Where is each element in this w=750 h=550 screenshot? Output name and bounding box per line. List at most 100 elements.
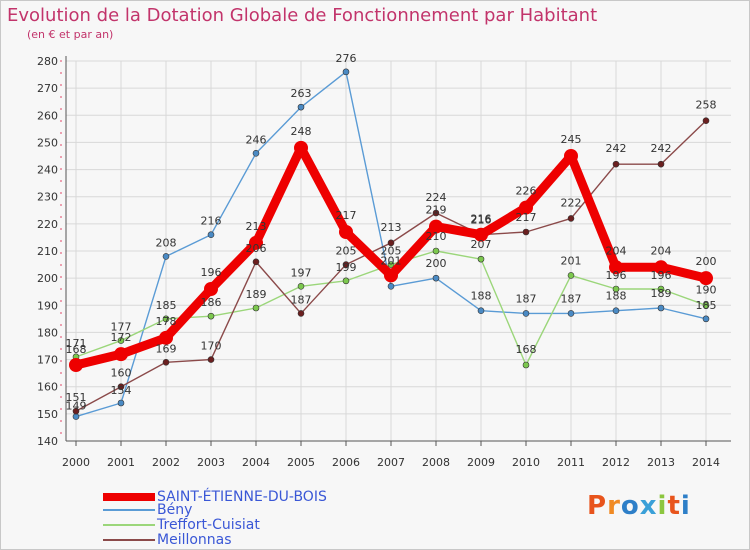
data-point-saint-etienne-du-bois [294,140,308,155]
legend-swatch-treffort-cuisiat [103,524,155,526]
data-point-beny [522,310,530,317]
data-point-beny [72,413,80,420]
data-point-saint-etienne-du-bois [429,219,443,234]
data-label-treffort-cuisiat: 207 [471,238,492,251]
data-label-meillonnas: 169 [156,342,177,355]
data-point-meillonnas [702,117,710,125]
x-tick-label: 2005 [287,456,315,469]
data-label-saint-etienne-du-bois: 204 [606,244,627,257]
data-label-treffort-cuisiat: 199 [336,261,357,274]
data-point-saint-etienne-du-bois [114,347,128,362]
data-label-meillonnas: 151 [66,391,87,404]
y-tick-label: 180 [37,326,58,339]
data-label-treffort-cuisiat: 201 [561,254,582,267]
data-label-treffort-cuisiat: 205 [381,245,402,258]
logo-letter: t [667,491,681,521]
chart-subtitle: (en € et par an) [27,28,114,41]
data-label-meillonnas: 217 [516,211,537,224]
data-label-beny: 149 [66,400,87,413]
x-tick-label: 2010 [512,456,540,469]
x-tick-label: 2006 [332,456,360,469]
data-point-treffort-cuisiat [432,247,440,255]
data-label-treffort-cuisiat: 171 [66,337,87,350]
data-point-treffort-cuisiat [207,312,215,320]
legend-item-meillonnas: Meillonnas [103,532,232,548]
proxiti-logo: Proxiti [587,491,691,521]
data-point-treffort-cuisiat [117,337,125,344]
chart-title: Evolution de la Dotation Globale de Fonc… [7,5,598,26]
data-label-beny: 188 [606,290,627,303]
data-label-meillonnas: 187 [291,293,312,306]
data-label-saint-etienne-du-bois: 213 [246,220,267,233]
legend-item-saint-etienne-du-bois: SAINT-ÉTIENNE-DU-BOIS [103,489,327,505]
data-point-treffort-cuisiat [702,301,710,309]
data-point-treffort-cuisiat [477,255,485,263]
data-label-saint-etienne-du-bois: 168 [66,343,87,356]
legend-label-beny: Bény [157,502,193,518]
y-tick-label: 150 [37,408,58,421]
data-label-meillonnas: 242 [606,142,627,155]
x-tick-label: 2007 [377,456,405,469]
data-point-meillonnas [387,239,395,247]
data-point-beny [162,253,170,260]
data-point-treffort-cuisiat [612,285,620,293]
data-label-beny: 246 [246,133,267,146]
y-tick-label: 140 [37,435,58,448]
x-tick-label: 2003 [197,456,225,469]
data-point-beny [207,231,215,239]
data-point-saint-etienne-du-bois [69,358,83,372]
data-point-meillonnas [657,160,665,168]
data-label-treffort-cuisiat: 177 [111,321,132,334]
data-point-treffort-cuisiat [342,277,350,285]
data-label-beny: 189 [651,287,672,300]
data-label-treffort-cuisiat: 168 [516,343,537,356]
data-label-beny: 276 [336,52,357,65]
data-point-beny [477,307,485,315]
data-label-meillonnas: 258 [696,99,717,112]
data-point-beny [702,315,710,323]
x-tick-label: 2011 [557,456,585,469]
data-label-treffort-cuisiat: 196 [606,269,627,282]
data-point-meillonnas [252,258,260,266]
data-point-treffort-cuisiat [252,304,260,312]
data-label-meillonnas: 170 [201,340,222,353]
data-label-meillonnas: 213 [381,221,402,234]
logo-letter: i [657,491,668,521]
data-point-saint-etienne-du-bois [564,149,578,163]
data-label-beny: 187 [561,292,582,305]
x-tick-label: 2014 [692,456,720,469]
data-label-saint-etienne-du-bois: 204 [651,244,672,257]
data-label-meillonnas: 160 [111,367,132,380]
data-label-meillonnas: 222 [561,196,582,209]
x-tick-label: 2004 [242,456,270,469]
y-tick-label: 160 [37,381,58,394]
data-point-meillonnas [522,228,530,236]
data-label-beny: 188 [471,290,492,303]
y-tick-label: 270 [37,82,58,95]
x-tick-label: 2001 [107,456,135,469]
data-label-beny: 185 [696,299,717,312]
data-point-saint-etienne-du-bois [159,330,173,345]
data-label-meillonnas: 205 [336,245,357,258]
data-label-saint-etienne-du-bois: 219 [426,204,447,217]
data-point-saint-etienne-du-bois [204,282,218,296]
data-label-meillonnas: 224 [426,191,447,204]
data-point-saint-etienne-du-bois [519,200,533,215]
data-point-beny [297,103,305,111]
data-label-meillonnas: 206 [246,242,267,255]
x-tick-label: 2012 [602,456,630,469]
data-label-beny: 263 [291,87,312,100]
data-label-beny: 154 [111,384,132,397]
data-point-beny [432,274,440,282]
y-tick-label: 260 [37,109,58,122]
data-label-beny: 187 [516,292,537,305]
logo-letter: r [607,491,621,521]
legend-label-saint-etienne-du-bois: SAINT-ÉTIENNE-DU-BOIS [157,489,327,505]
data-label-meillonnas: 216 [471,214,492,227]
logo-letter: o [620,491,640,521]
data-point-meillonnas [297,310,305,317]
logo-letter: i [680,491,691,521]
data-label-beny: 200 [426,257,447,270]
